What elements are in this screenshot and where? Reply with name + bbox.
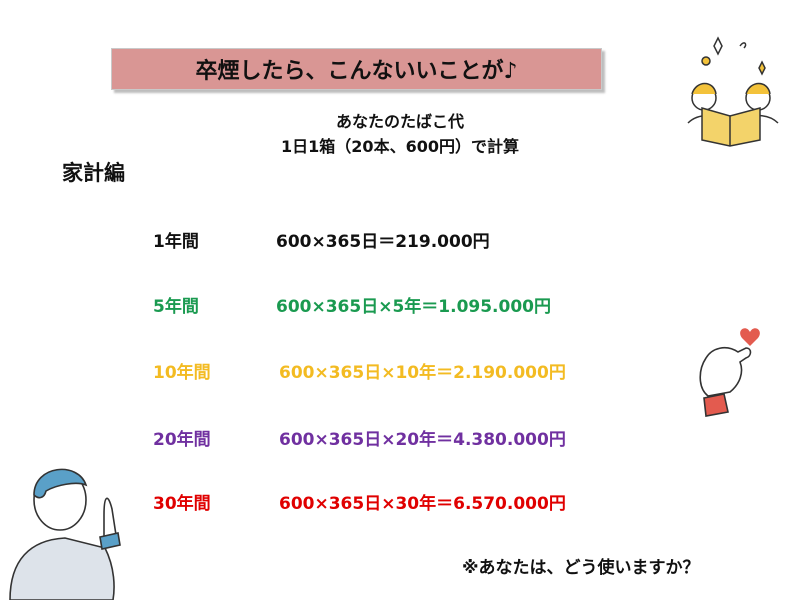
cost-row-20y: 20年間 600×365日×20年＝4.380.000円 <box>0 425 800 450</box>
children-reading-illustration <box>687 36 779 147</box>
calc-text: 600×365日×30年＝6.570.000円 <box>279 494 566 514</box>
section-heading: 家計編 <box>62 161 125 185</box>
period-label: 30年間 <box>153 494 211 514</box>
period-label: 20年間 <box>153 430 211 450</box>
calc-text: 600×365日×5年＝1.095.000円 <box>276 297 552 317</box>
closing-note: ※あなたは、どう使いますか？ <box>462 558 700 578</box>
finger-heart-illustration <box>699 328 760 417</box>
cost-row-10y: 10年間 600×365日×10年＝2.190.000円 <box>0 358 800 383</box>
period-label: 10年間 <box>153 363 211 383</box>
period-label: 5年間 <box>153 297 199 317</box>
subtitle-line2: 1日1箱（20本、600円）で計算 <box>281 137 519 156</box>
cost-row-5y: 5年間 600×365日×5年＝1.095.000円 <box>0 292 800 317</box>
title-text: 卒煙したら、こんないいことが♪ <box>195 59 518 84</box>
calc-text: 600×365日×20年＝4.380.000円 <box>279 430 566 450</box>
calc-text: 600×365日＝219.000円 <box>276 232 490 252</box>
calc-text: 600×365日×10年＝2.190.000円 <box>279 363 566 383</box>
subtitle-line1: あなたのたばこ代 <box>335 112 464 131</box>
period-label: 1年間 <box>153 232 199 252</box>
man-pointing-illustration <box>9 468 121 600</box>
cost-row-30y: 30年間 600×365日×30年＝6.570.000円 <box>0 489 800 514</box>
title-banner: 卒煙したら、こんないいことが♪ <box>111 48 602 90</box>
cost-row-1y: 1年間 600×365日＝219.000円 <box>0 227 800 252</box>
